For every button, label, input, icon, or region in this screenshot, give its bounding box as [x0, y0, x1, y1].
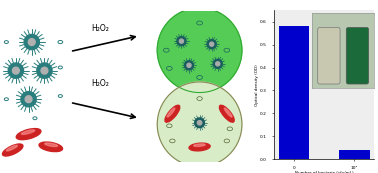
Text: H₂O₂: H₂O₂ — [91, 24, 109, 33]
Ellipse shape — [16, 129, 41, 140]
Circle shape — [24, 34, 39, 50]
Circle shape — [21, 92, 36, 107]
Circle shape — [41, 67, 48, 74]
Circle shape — [195, 118, 204, 128]
Ellipse shape — [21, 130, 35, 134]
Circle shape — [216, 62, 220, 66]
Bar — [339, 150, 370, 159]
Bar — [279, 26, 309, 159]
Circle shape — [180, 39, 183, 43]
Ellipse shape — [167, 108, 175, 117]
Circle shape — [184, 61, 194, 70]
Circle shape — [28, 39, 35, 45]
Circle shape — [213, 59, 222, 68]
Ellipse shape — [45, 143, 57, 147]
Circle shape — [37, 63, 52, 78]
Circle shape — [197, 121, 202, 125]
Ellipse shape — [219, 105, 234, 122]
Circle shape — [207, 40, 216, 49]
Ellipse shape — [39, 142, 62, 152]
Circle shape — [12, 67, 19, 74]
X-axis label: Number of bacteria (cfu/mL): Number of bacteria (cfu/mL) — [295, 171, 353, 173]
Y-axis label: Optical density (OD): Optical density (OD) — [255, 64, 259, 106]
Circle shape — [25, 96, 32, 103]
Ellipse shape — [6, 145, 17, 151]
Ellipse shape — [3, 144, 23, 156]
Circle shape — [8, 63, 23, 78]
Circle shape — [210, 42, 214, 46]
Circle shape — [177, 37, 186, 46]
Circle shape — [157, 8, 242, 93]
Circle shape — [157, 82, 242, 167]
Ellipse shape — [189, 143, 210, 151]
Circle shape — [187, 63, 191, 67]
Text: H₂O₂: H₂O₂ — [91, 79, 109, 88]
Ellipse shape — [224, 108, 232, 117]
Ellipse shape — [165, 105, 180, 122]
Ellipse shape — [194, 144, 205, 147]
